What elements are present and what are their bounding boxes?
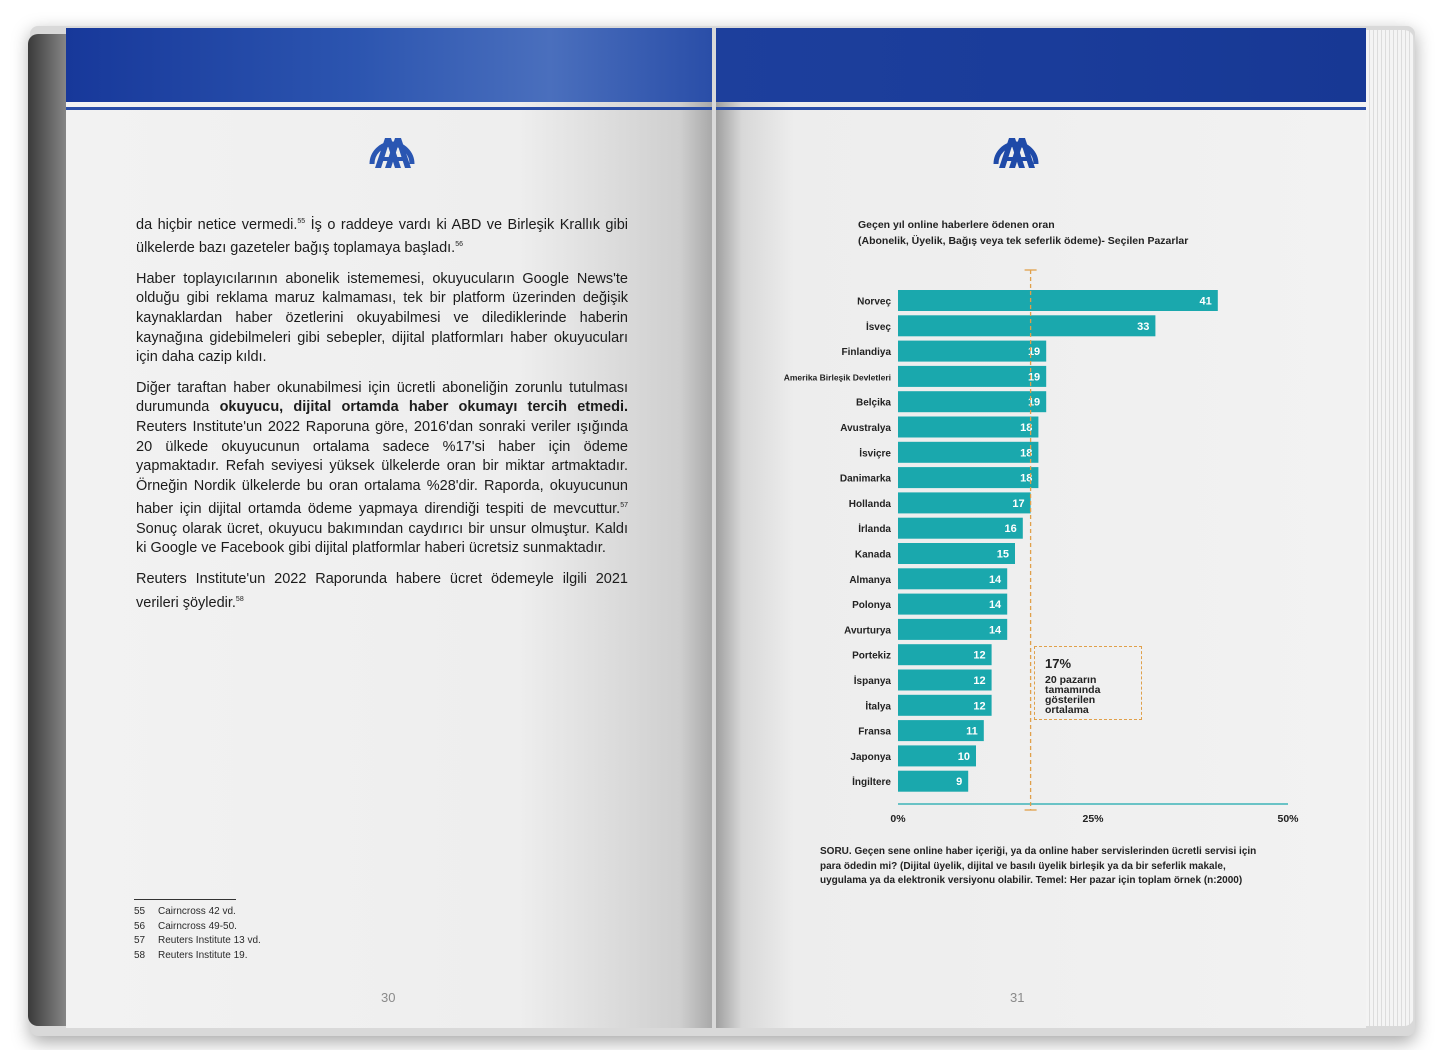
bar: [898, 416, 1039, 438]
category-label: Avustralya: [840, 423, 891, 434]
average-annotation: 17% 20 pazarın tamamında gösterilen orta…: [1034, 646, 1142, 720]
bar: [898, 669, 992, 691]
bar: [898, 593, 1008, 615]
footnote-rule: [134, 899, 236, 900]
bar: [898, 467, 1039, 489]
bar: [898, 543, 1015, 564]
footnote: 58 Reuters Institute 19.: [134, 949, 248, 961]
body-text: da hiçbir netice vermedi.55 İş o raddeye…: [136, 212, 628, 624]
average-value: 17%: [1045, 656, 1072, 671]
category-label: İsviçre: [859, 446, 891, 459]
header-rule: [716, 107, 1366, 110]
aa-logo-icon: [993, 138, 1039, 168]
value-label: 12: [973, 700, 985, 712]
paragraph: Reuters Institute'un 2022 Raporunda habe…: [136, 570, 628, 611]
bar: [898, 644, 992, 666]
value-label: 16: [1005, 523, 1017, 535]
book-spine: [28, 34, 68, 1026]
value-label: 12: [973, 650, 985, 662]
category-label: Danimarka: [840, 474, 892, 485]
bar: [898, 694, 992, 716]
left-page: da hiçbir netice vermedi.55 İş o raddeye…: [66, 28, 712, 1028]
bar: [898, 720, 984, 742]
category-label: Fransa: [858, 727, 891, 738]
category-label: Amerika Birleşik Devletleri: [784, 372, 891, 382]
value-label: 18: [1020, 422, 1032, 434]
survey-question: SORU. Geçen sene online haber içeriği, y…: [820, 846, 1257, 886]
bar: [898, 315, 1156, 337]
value-label: 41: [1200, 296, 1212, 308]
value-label: 19: [1028, 346, 1040, 358]
x-tick-label: 25%: [1082, 813, 1104, 825]
value-label: 19: [1028, 397, 1040, 409]
paragraph: Haber toplayıcılarının abonelik istememe…: [136, 270, 628, 366]
bar: [898, 492, 1031, 514]
bar: [898, 391, 1047, 413]
bar: [898, 365, 1047, 387]
category-label: Portekiz: [852, 651, 891, 662]
right-page: Geçen yıl online haberlere ödenen oran (…: [716, 28, 1366, 1028]
paragraph: da hiçbir netice vermedi.55 İş o raddeye…: [136, 216, 628, 257]
bar: [898, 770, 969, 792]
category-label: Almanya: [849, 575, 891, 586]
average-text: 20 pazarın tamamında gösterilen ortalama: [1045, 674, 1101, 716]
header-band: [66, 28, 712, 102]
chart-subtitle: (Abonelik, Üyelik, Bağış veya tek seferl…: [858, 235, 1189, 247]
footnote: 57 Reuters Institute 13 vd.: [134, 935, 261, 946]
value-label: 14: [989, 574, 1002, 586]
category-label: Hollanda: [849, 499, 892, 510]
value-label: 12: [973, 675, 985, 687]
chart-title: Geçen yıl online haberlere ödenen oran: [858, 219, 1055, 231]
value-label: 33: [1137, 321, 1149, 333]
bar: [898, 290, 1218, 311]
category-label: Finlandiya: [842, 347, 892, 358]
page-edges: [1362, 30, 1414, 1026]
value-label: 15: [997, 549, 1009, 561]
category-label: İngiltere: [852, 775, 891, 788]
bar: [898, 517, 1023, 539]
value-label: 17: [1012, 498, 1024, 510]
value-label: 14: [989, 624, 1002, 636]
category-label: Avurturya: [844, 625, 891, 636]
bar: [898, 745, 976, 767]
category-label: Kanada: [855, 550, 892, 561]
category-label: İsveç: [866, 320, 891, 333]
category-label: Norveç: [857, 297, 891, 308]
x-tick-label: 0%: [890, 813, 906, 825]
category-label: Polonya: [852, 600, 891, 611]
category-label: İrlanda: [858, 522, 891, 535]
category-label: Belçika: [856, 398, 891, 409]
bar: [898, 340, 1047, 362]
bar: [898, 618, 1008, 640]
x-tick-label: 50%: [1277, 813, 1299, 825]
value-label: 14: [989, 599, 1002, 611]
aa-logo-icon: [369, 138, 415, 168]
page-number: 30: [381, 990, 396, 1005]
value-label: 9: [956, 776, 962, 788]
value-label: 11: [966, 726, 978, 738]
header-band: [716, 28, 1366, 102]
header-rule: [66, 107, 712, 110]
bar-chart: Norveç 41 İsveç 33 Finlandiya 19 Amerika Birle…: [784, 269, 1299, 825]
category-label: Japonya: [850, 752, 891, 763]
category-label: İspanya: [854, 674, 892, 687]
bar: [898, 441, 1039, 463]
value-label: 18: [1020, 473, 1032, 485]
page-number: 31: [1010, 990, 1025, 1005]
paragraph: Diğer taraftan haber okunabilmesi için ü…: [136, 379, 628, 557]
footnote: 55 Cairncross 42 vd.: [134, 906, 236, 917]
bar: [898, 568, 1008, 590]
value-label: 10: [958, 751, 970, 763]
value-label: 18: [1020, 447, 1032, 459]
value-label: 19: [1028, 371, 1040, 383]
category-label: İtalya: [865, 699, 891, 712]
footnotes: 55 Cairncross 42 vd. 56 Cairncross 49-50. …: [134, 905, 261, 963]
footnote: 56 Cairncross 49-50.: [134, 920, 237, 932]
